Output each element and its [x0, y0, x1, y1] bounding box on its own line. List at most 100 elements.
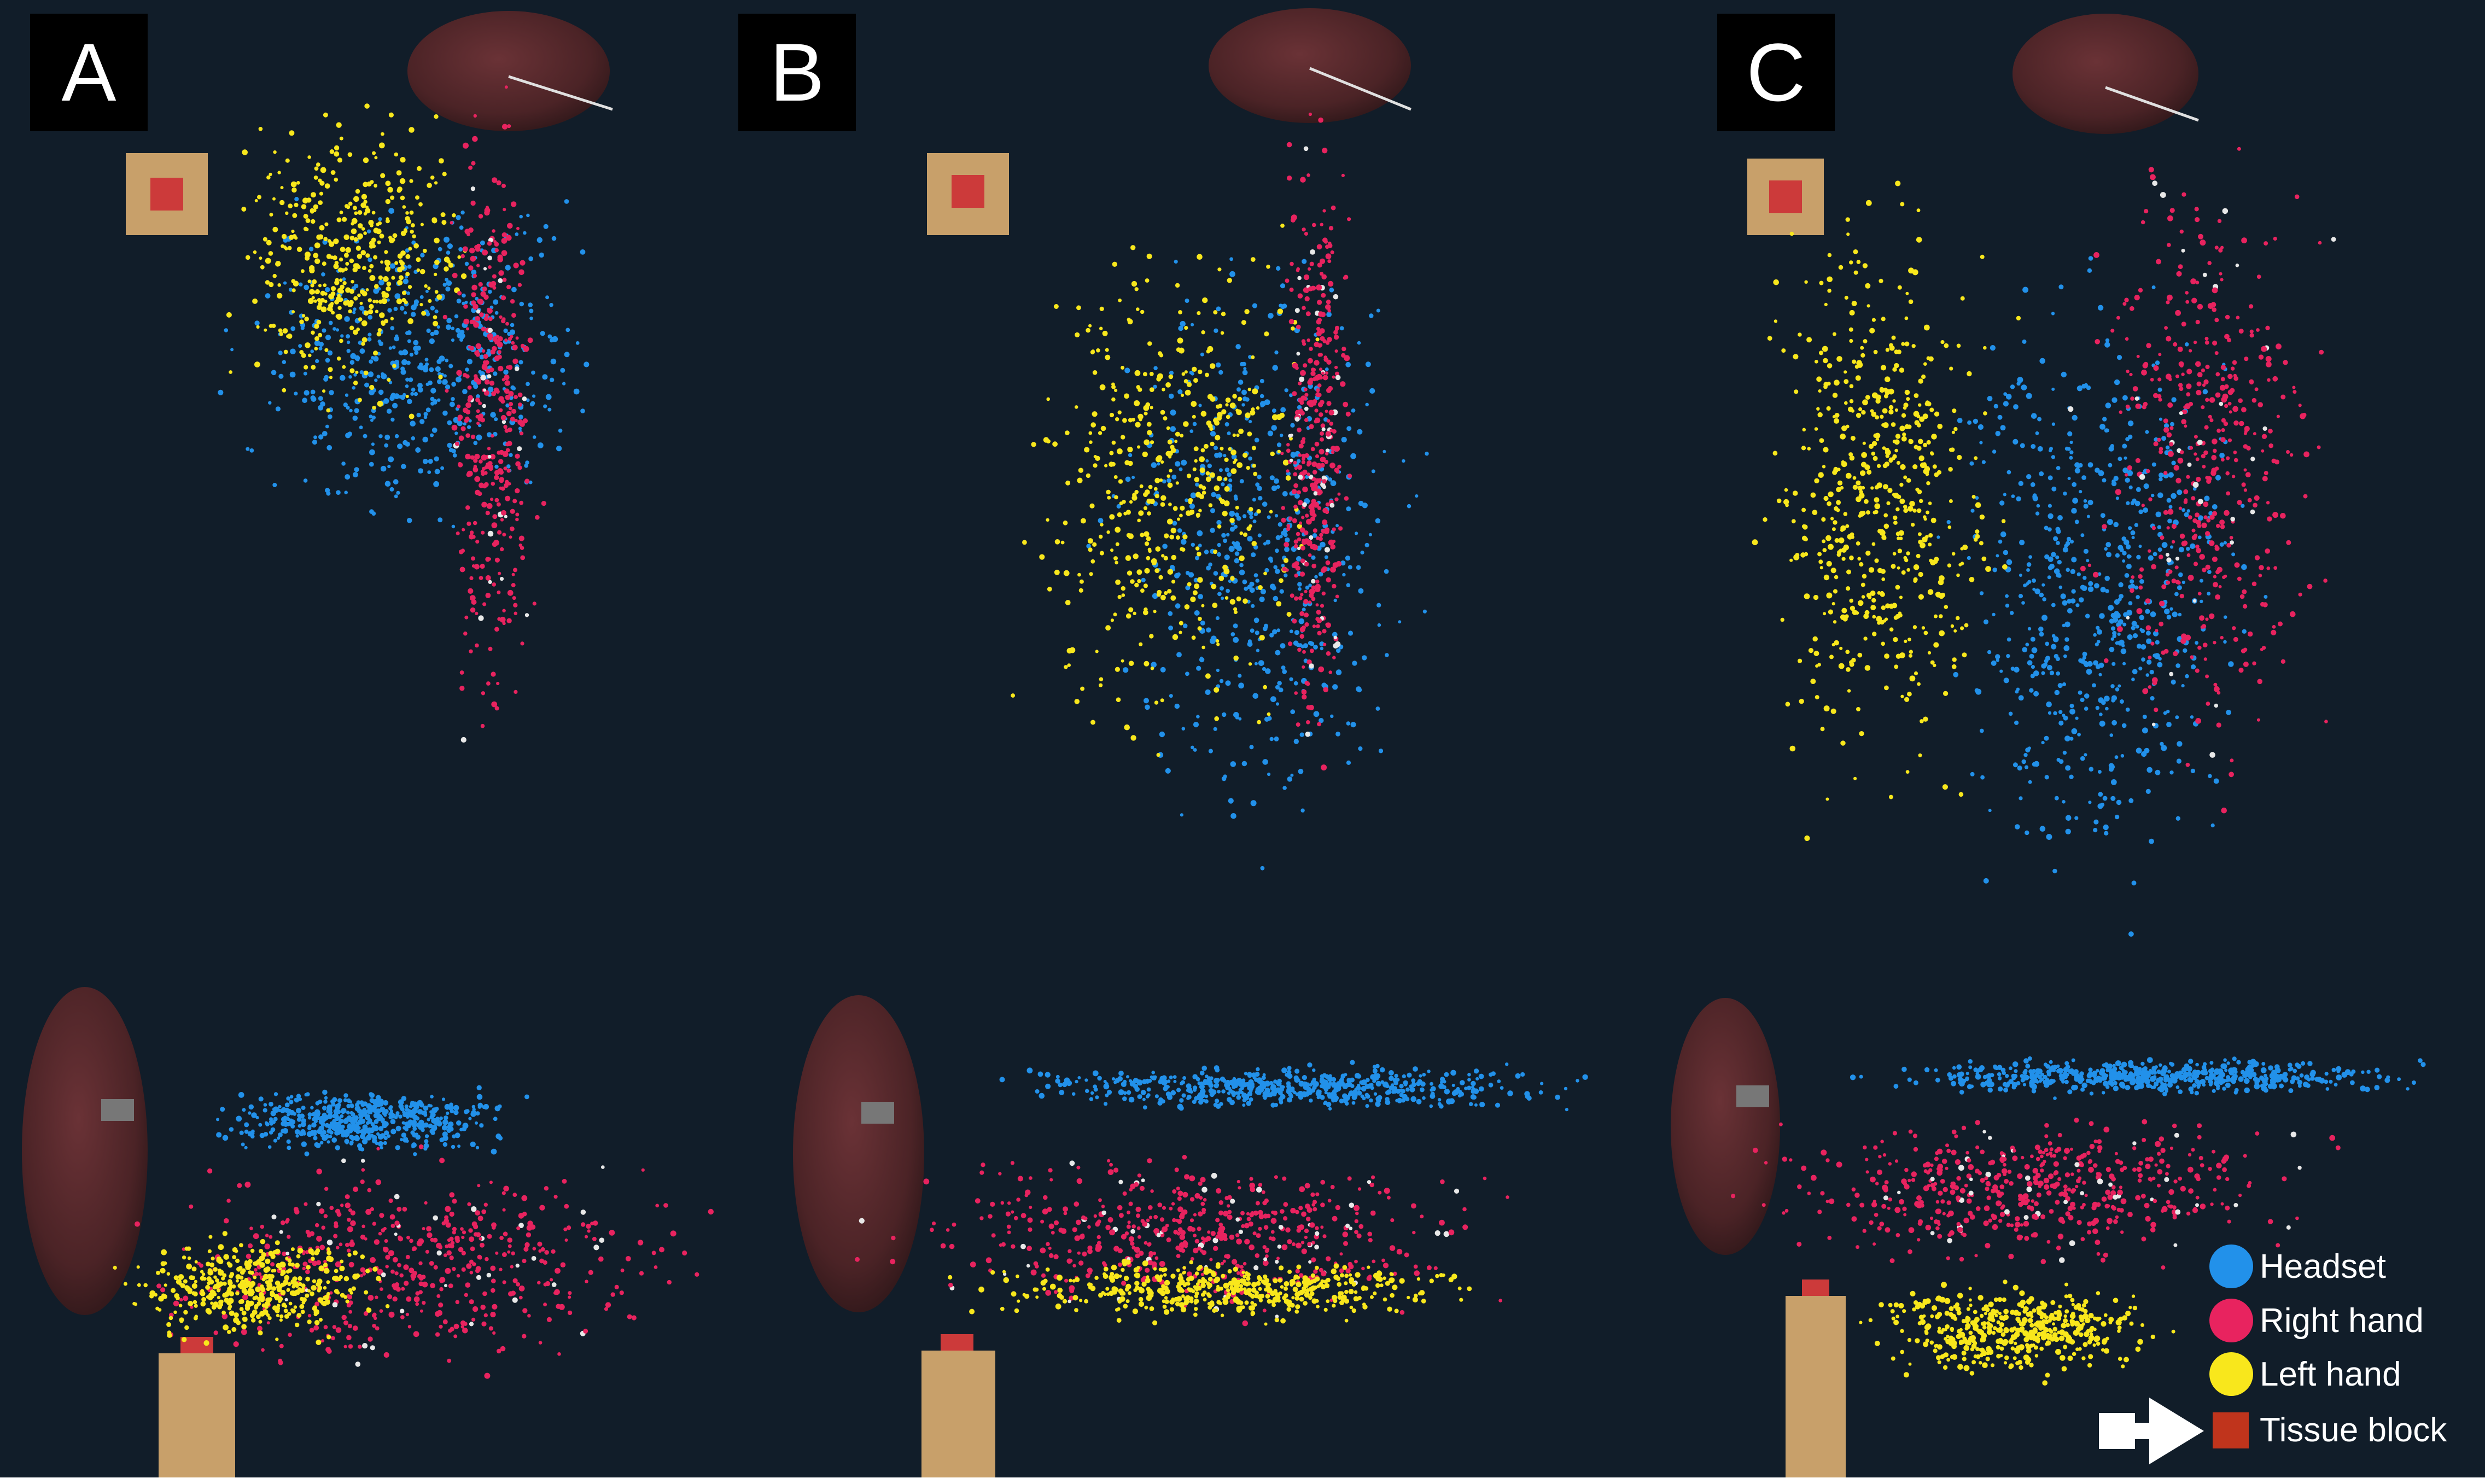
- headset-point: [1162, 479, 1166, 484]
- headset-point: [427, 470, 431, 474]
- left-point: [333, 264, 339, 270]
- right-point: [515, 453, 520, 459]
- headset-point: [2118, 545, 2124, 551]
- right-point: [1304, 296, 1310, 302]
- right-point: [494, 475, 499, 480]
- left-point: [1930, 517, 1936, 523]
- right-point: [2192, 599, 2197, 603]
- left-point: [1881, 317, 1886, 322]
- left-point: [1880, 414, 1884, 419]
- left-point: [1144, 568, 1150, 574]
- left-point: [1175, 283, 1180, 288]
- headset-point: [528, 480, 533, 484]
- right-point: [1317, 383, 1322, 388]
- headset-point: [370, 418, 374, 422]
- right-point: [511, 201, 517, 207]
- headset-point: [503, 328, 508, 334]
- headset-point: [371, 442, 375, 446]
- left-point: [1233, 655, 1239, 661]
- left-point: [1891, 422, 1896, 427]
- right-point: [2256, 328, 2260, 332]
- left-point: [1916, 237, 1922, 243]
- headset-point: [2035, 511, 2040, 516]
- headset-point: [2080, 533, 2085, 537]
- headset-point: [1282, 786, 1287, 790]
- headset-point: [1255, 630, 1259, 635]
- right-point: [468, 165, 473, 170]
- headset-point: [1213, 571, 1218, 576]
- left-point: [1852, 476, 1857, 480]
- headset-point: [2134, 585, 2139, 590]
- right-point: [2267, 516, 2272, 522]
- headset-point: [2100, 587, 2106, 593]
- headset-point: [2084, 706, 2089, 711]
- headset-point: [1319, 718, 1324, 723]
- headset-point: [1995, 654, 2000, 659]
- headset-point: [242, 1108, 246, 1112]
- headset-point: [1249, 581, 1255, 587]
- right-point: [2220, 377, 2225, 382]
- headset-point: [454, 314, 459, 319]
- headset-point: [268, 401, 272, 405]
- left-point: [1142, 452, 1146, 456]
- headset-point: [2003, 493, 2006, 496]
- headset-point: [1224, 574, 1228, 577]
- headset-point: [1946, 520, 1951, 524]
- headset-point: [494, 464, 499, 469]
- right-point: [1297, 500, 1303, 506]
- left-point: [1949, 499, 1953, 503]
- right-point: [486, 369, 491, 373]
- left-point: [1798, 658, 1802, 663]
- headset-point: [404, 1127, 409, 1132]
- left-point: [1823, 495, 1829, 501]
- headset-point: [425, 289, 429, 293]
- right-point: [480, 417, 485, 423]
- left-point: [1164, 591, 1168, 595]
- left-point: [1960, 626, 1964, 630]
- left-point: [1185, 389, 1191, 396]
- headset-point: [446, 250, 451, 255]
- left-point: [1923, 324, 1930, 331]
- left-point: [1940, 592, 1946, 598]
- left-point: [1776, 498, 1782, 504]
- left-point: [1895, 507, 1900, 512]
- left-point: [1191, 401, 1197, 407]
- headset-point: [451, 338, 455, 342]
- headset-point: [2118, 684, 2121, 688]
- probe-line-b-top: [1309, 67, 1411, 111]
- right-point: [1319, 536, 1323, 541]
- headset-point: [2012, 762, 2018, 768]
- right-point: [385, 1265, 389, 1269]
- left-point: [1210, 363, 1216, 369]
- right-point: [496, 180, 501, 185]
- left-point: [1856, 480, 1861, 486]
- headset-point: [1252, 303, 1257, 308]
- left-point: [1827, 363, 1833, 369]
- right-point: [1302, 342, 1306, 346]
- left-point: [441, 220, 447, 225]
- headset-point: [451, 326, 455, 330]
- right-point: [1331, 205, 1336, 211]
- right-point: [1302, 502, 1307, 507]
- left-point: [1089, 503, 1095, 509]
- left-point: [1904, 316, 1909, 320]
- right-point: [483, 267, 487, 271]
- left-point: [338, 297, 343, 302]
- right-point: [1298, 596, 1303, 600]
- left-point: [1105, 354, 1111, 360]
- right-point: [473, 114, 477, 118]
- left-point: [1831, 527, 1836, 531]
- right-point: [2209, 418, 2214, 423]
- headset-point: [430, 1095, 434, 1099]
- left-point: [1866, 593, 1871, 598]
- left-point: [1882, 422, 1889, 428]
- right-point: [1286, 443, 1290, 447]
- headset-point: [2208, 774, 2212, 779]
- headset-point: [1233, 494, 1238, 499]
- left-point: [1821, 517, 1826, 522]
- left-point: [1892, 454, 1897, 459]
- right-point: [2126, 370, 2130, 373]
- right-point: [469, 649, 473, 653]
- left-point: [1249, 524, 1252, 528]
- right-point: [2224, 334, 2230, 340]
